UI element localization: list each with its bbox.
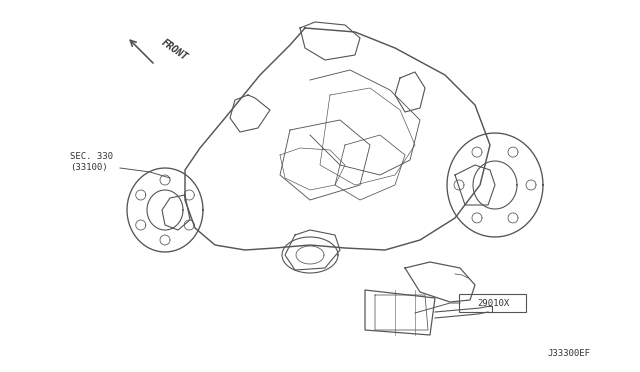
Text: J33300EF: J33300EF xyxy=(547,349,590,358)
Text: 29010X: 29010X xyxy=(477,298,509,308)
Text: SEC. 330
(33100): SEC. 330 (33100) xyxy=(70,152,113,172)
Text: FRONT: FRONT xyxy=(160,37,190,62)
